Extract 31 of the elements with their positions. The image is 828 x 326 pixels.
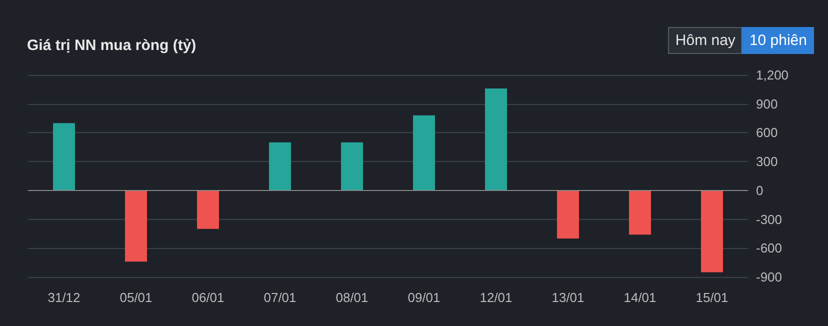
x-tick-label: 05/01 <box>120 290 152 305</box>
y-tick-label: -300 <box>756 212 782 227</box>
bar <box>485 88 507 190</box>
bar <box>557 190 579 239</box>
y-tick-label: 600 <box>756 125 778 140</box>
x-tick-label: 13/01 <box>552 290 584 305</box>
tab-button: 10 phiên <box>742 27 814 54</box>
bar <box>269 142 291 190</box>
x-tick-label: 08/01 <box>336 290 368 305</box>
x-tick-label: 15/01 <box>696 290 728 305</box>
y-tick-label: -900 <box>756 270 782 284</box>
x-tick-label: 31/12 <box>48 290 80 305</box>
bar <box>701 190 723 272</box>
y-tick-label: -600 <box>756 240 782 256</box>
bar <box>413 115 435 190</box>
bar <box>629 190 651 235</box>
y-tick-label: 300 <box>756 154 778 170</box>
y-tick-label: 900 <box>756 96 778 112</box>
chart-title: Giá trị NN mua ròng (tỷ) <box>27 37 196 54</box>
tab-button: Hôm nay <box>668 27 742 54</box>
bar <box>125 190 147 262</box>
x-tick-label: 06/01 <box>192 290 224 305</box>
x-tick-label: 09/01 <box>408 290 440 305</box>
bar <box>341 142 363 190</box>
x-tick-label: 14/01 <box>624 290 656 305</box>
y-tick-label: 1,200 <box>756 68 789 82</box>
x-tick-label: 12/01 <box>480 290 512 305</box>
y-tick-label: 0 <box>756 182 764 198</box>
x-tick-label: 07/01 <box>264 290 296 305</box>
bar <box>197 190 219 229</box>
bar <box>53 123 75 190</box>
